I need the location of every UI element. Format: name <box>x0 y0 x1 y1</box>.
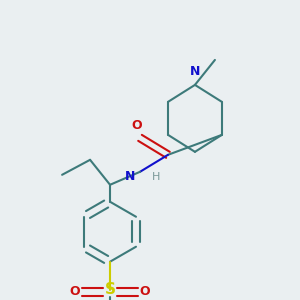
Text: O: O <box>70 285 80 298</box>
Text: N: N <box>190 65 200 78</box>
Text: S: S <box>104 282 116 297</box>
Text: O: O <box>140 285 150 298</box>
Text: N: N <box>124 170 135 183</box>
Text: H: H <box>152 172 160 182</box>
Text: O: O <box>132 119 142 132</box>
